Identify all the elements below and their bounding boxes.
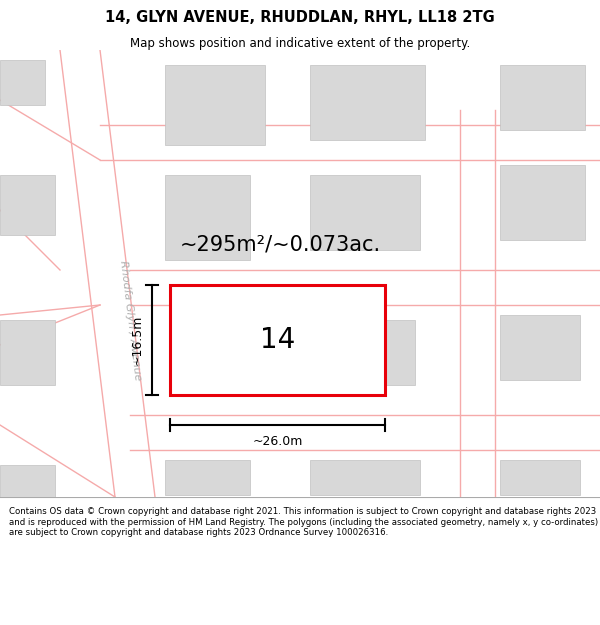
Bar	[310, 320, 415, 385]
Bar	[0, 465, 55, 497]
Bar	[165, 175, 250, 260]
Text: ~16.5m: ~16.5m	[131, 315, 144, 365]
Bar	[310, 460, 420, 495]
Text: Contains OS data © Crown copyright and database right 2021. This information is : Contains OS data © Crown copyright and d…	[9, 508, 598, 537]
Bar	[0, 175, 55, 235]
Bar	[192, 303, 363, 377]
Text: Rhodfa Glyn / Avenue: Rhodfa Glyn / Avenue	[118, 259, 142, 381]
Bar	[310, 175, 420, 250]
Bar	[165, 460, 250, 495]
Bar	[310, 65, 425, 140]
Text: Map shows position and indicative extent of the property.: Map shows position and indicative extent…	[130, 38, 470, 51]
Text: ~295m²/~0.073ac.: ~295m²/~0.073ac.	[180, 235, 381, 255]
Bar	[170, 285, 385, 395]
Bar	[500, 65, 585, 130]
Text: 14, GLYN AVENUE, RHUDDLAN, RHYL, LL18 2TG: 14, GLYN AVENUE, RHUDDLAN, RHYL, LL18 2T…	[105, 10, 495, 25]
Bar	[165, 65, 265, 145]
Bar	[500, 165, 585, 240]
Bar	[0, 320, 55, 385]
Bar	[500, 315, 580, 380]
Text: 14: 14	[260, 326, 295, 354]
Text: ~26.0m: ~26.0m	[253, 435, 302, 448]
Bar	[0, 60, 45, 105]
Bar	[500, 460, 580, 495]
